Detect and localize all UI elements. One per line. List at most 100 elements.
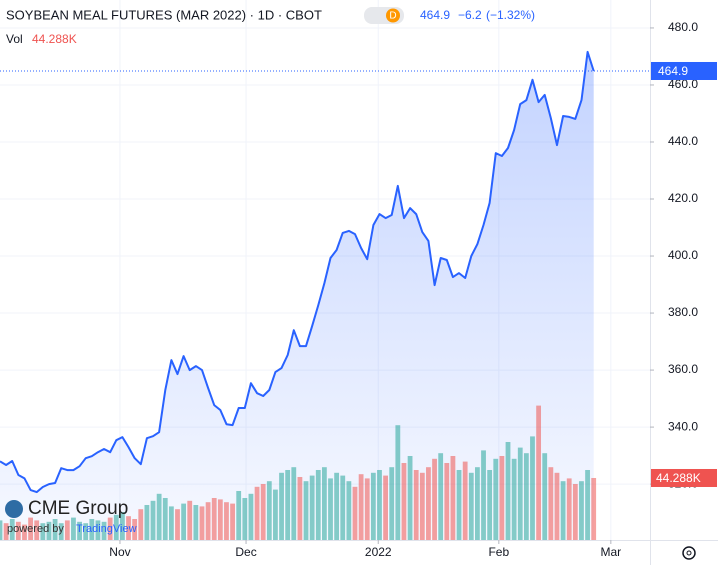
volume-bar: [591, 477, 597, 540]
volume-bar: [291, 467, 297, 540]
volume-bar: [211, 497, 217, 540]
volume-bar: [175, 509, 180, 540]
volume-bar: [9, 518, 15, 540]
volume-bar: [89, 518, 95, 540]
volume-bar: [346, 481, 352, 540]
gear-center: [686, 550, 692, 556]
volume-bar: [260, 483, 266, 540]
volume-bar: [407, 455, 413, 540]
y-tick-label: 420.0: [668, 191, 698, 205]
logo-text: CME Group: [28, 498, 128, 519]
volume-value: 44.288K: [32, 32, 77, 46]
last-volume-label: 44.288K: [656, 471, 701, 485]
volume-bar: [364, 478, 370, 540]
volume-bar: [224, 502, 229, 540]
volume-bar: [352, 486, 358, 540]
volume-bar: [34, 520, 40, 540]
volume-bar: [0, 520, 3, 540]
volume-bar: [3, 523, 9, 540]
volume-bar: [358, 474, 364, 540]
volume-bar: [46, 521, 52, 540]
volume-bar: [389, 467, 395, 540]
y-tick-label: 360.0: [668, 362, 698, 376]
volume-bar: [40, 523, 46, 540]
volume-bar: [315, 469, 321, 540]
volume-bar: [517, 447, 523, 540]
volume-bar: [297, 476, 303, 540]
volume-bar: [113, 514, 119, 540]
volume-bar: [505, 441, 511, 540]
volume-bar: [285, 469, 291, 540]
y-tick-label: 400.0: [668, 248, 698, 262]
volume-bar: [542, 453, 548, 540]
volume-bar: [438, 453, 444, 540]
area: [0, 51, 594, 541]
volume-bar: [487, 469, 493, 540]
x-tick-label: Dec: [235, 545, 256, 559]
volume-bar: [426, 467, 431, 540]
volume-bar: [572, 483, 578, 540]
price-line: [0, 50, 595, 494]
volume-bar: [138, 509, 144, 540]
volume-bar: [187, 500, 193, 540]
volume-bar: [444, 462, 450, 540]
change-pct: (−1.32%): [486, 8, 535, 22]
powered-by: powered by: [7, 523, 64, 535]
volume-bar: [456, 469, 462, 540]
volume-bar: [242, 497, 248, 540]
y-tick-label: 340.0: [668, 419, 698, 433]
volume-bar: [566, 478, 572, 540]
volume-bar: [217, 499, 223, 540]
change: −6.2: [458, 8, 482, 22]
x-tick-label: Feb: [488, 545, 509, 559]
volume-bar: [585, 469, 590, 540]
x-tick-label: Nov: [109, 545, 130, 559]
volume-bar: [321, 467, 327, 540]
volume-bar: [401, 462, 407, 540]
volume-bar: [273, 489, 278, 540]
volume-bar: [168, 506, 174, 540]
volume-bar: [523, 453, 529, 540]
volume-bar: [15, 521, 21, 540]
volume-bar: [58, 523, 64, 540]
volume-bar: [395, 425, 401, 540]
last-price: 464.9: [420, 8, 450, 22]
volume-bar: [334, 472, 340, 540]
volume-bar: [377, 469, 382, 540]
last-price-box: [651, 61, 717, 80]
volume-bar: [156, 493, 162, 540]
volume-bar: [162, 497, 168, 540]
volume-bar: [83, 523, 89, 540]
volume-bar: [230, 503, 235, 540]
volume-bar: [150, 500, 156, 540]
volume-bar: [52, 518, 58, 540]
volume-bar: [309, 475, 315, 540]
logo: CME Group powered by TradingView: [5, 498, 137, 535]
gear[interactable]: [682, 546, 696, 560]
volume-bar: [181, 503, 187, 540]
badge-dot: [386, 8, 400, 23]
volume-bar: [560, 481, 566, 540]
volume-bar: [450, 455, 456, 540]
volume-bar: [126, 516, 131, 540]
volume-bar: [383, 475, 388, 540]
chart-title: SOYBEAN MEAL FUTURES (MAR 2022) · 1D · C…: [6, 7, 322, 22]
volume-bar: [579, 481, 584, 540]
volume-bar: [64, 520, 70, 540]
volume-bar: [101, 521, 107, 540]
volume-bar: [530, 436, 535, 540]
settings-icon[interactable]: [682, 546, 696, 560]
volume-bar: [481, 450, 486, 540]
volume-bar: [511, 458, 517, 540]
volume-bar: [468, 472, 474, 540]
volume-bar: [71, 517, 76, 540]
volume-bar: [22, 524, 27, 540]
volume-bar: [266, 481, 272, 540]
volume-bar: [193, 504, 199, 540]
volume-bar: [303, 481, 309, 540]
volume-bar: [370, 472, 376, 540]
volume-bar: [536, 405, 542, 540]
volume-bar: [279, 472, 284, 540]
y-tick-label: 440.0: [668, 134, 698, 148]
